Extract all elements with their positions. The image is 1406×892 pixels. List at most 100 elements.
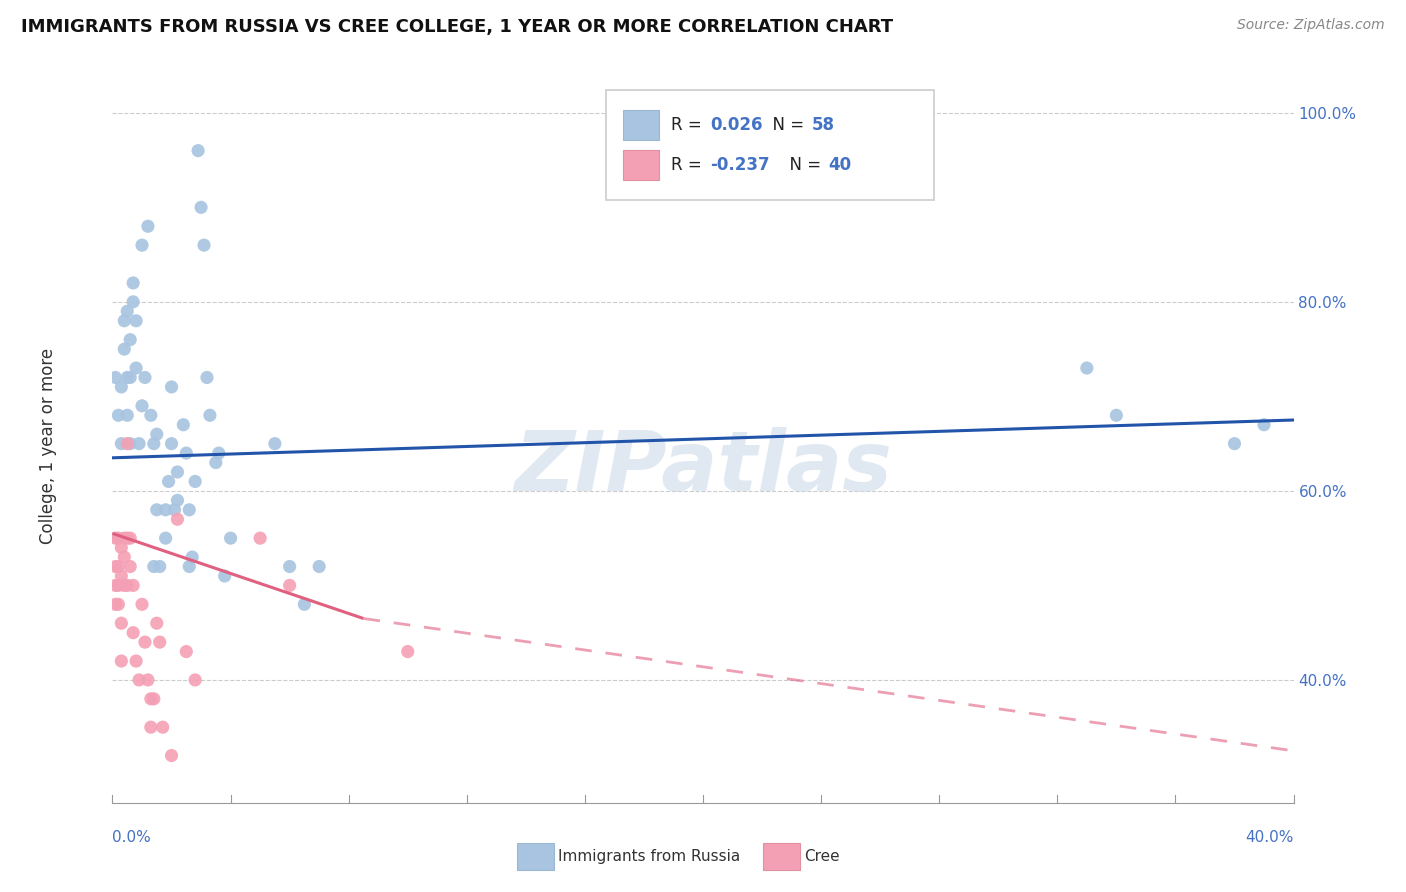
Point: [122, 578, 145, 592]
Point: [184, 475, 207, 489]
Point: [117, 370, 138, 384]
Point: [174, 644, 197, 658]
Text: R =: R =: [671, 156, 707, 174]
Text: N =: N =: [779, 156, 827, 174]
Text: College, 1 year or more: College, 1 year or more: [38, 348, 56, 544]
Point: [1223, 436, 1246, 450]
Point: [166, 512, 188, 526]
Point: [125, 314, 148, 328]
Point: [160, 436, 183, 450]
Point: [142, 691, 165, 706]
Point: [134, 370, 156, 384]
Point: [219, 531, 242, 545]
Point: [214, 569, 236, 583]
Point: [117, 409, 138, 423]
Point: [107, 597, 129, 611]
Point: [208, 446, 231, 460]
Point: [190, 200, 212, 214]
Point: [146, 503, 169, 517]
Point: [187, 144, 209, 158]
Point: [110, 569, 132, 583]
Point: [110, 380, 132, 394]
Point: [1076, 361, 1098, 376]
Text: Cree: Cree: [804, 849, 839, 863]
Text: 40: 40: [828, 156, 851, 174]
Text: IMMIGRANTS FROM RUSSIA VS CREE COLLEGE, 1 YEAR OR MORE CORRELATION CHART: IMMIGRANTS FROM RUSSIA VS CREE COLLEGE, …: [21, 18, 893, 36]
Point: [264, 436, 287, 450]
Point: [110, 436, 132, 450]
Point: [205, 456, 228, 470]
Text: 0.026: 0.026: [710, 116, 762, 134]
Point: [104, 559, 127, 574]
Point: [308, 559, 330, 574]
Point: [104, 531, 127, 545]
Point: [107, 559, 129, 574]
Point: [146, 427, 169, 442]
Text: 0.0%: 0.0%: [112, 830, 152, 845]
Point: [117, 578, 138, 592]
Point: [181, 550, 204, 565]
Point: [155, 503, 177, 517]
Point: [136, 219, 159, 234]
Point: [120, 531, 142, 545]
Text: 58: 58: [811, 116, 834, 134]
Point: [128, 673, 150, 687]
Point: [278, 578, 301, 592]
Point: [117, 436, 138, 450]
Point: [136, 673, 159, 687]
Point: [149, 559, 172, 574]
Point: [104, 578, 127, 592]
Point: [249, 531, 271, 545]
Point: [160, 380, 183, 394]
Point: [107, 409, 129, 423]
Point: [139, 409, 162, 423]
Point: [110, 541, 132, 555]
Point: [112, 550, 135, 565]
Text: -0.237: -0.237: [710, 156, 769, 174]
Point: [396, 644, 419, 658]
Point: [107, 531, 129, 545]
Point: [142, 559, 165, 574]
Point: [179, 559, 201, 574]
Point: [163, 503, 186, 517]
Point: [139, 691, 162, 706]
Point: [110, 654, 132, 668]
Point: [142, 436, 165, 450]
Point: [112, 314, 135, 328]
Point: [112, 342, 135, 356]
Point: [125, 654, 148, 668]
Point: [179, 503, 201, 517]
Point: [122, 276, 145, 290]
Point: [120, 370, 142, 384]
Point: [112, 578, 135, 592]
Text: N =: N =: [762, 116, 810, 134]
Point: [160, 748, 183, 763]
Point: [131, 597, 153, 611]
Point: [292, 597, 315, 611]
Point: [198, 409, 221, 423]
Point: [1105, 409, 1128, 423]
Point: [131, 399, 153, 413]
Point: [1253, 417, 1275, 432]
Point: [131, 238, 153, 252]
Point: [120, 436, 142, 450]
Point: [122, 625, 145, 640]
Point: [134, 635, 156, 649]
Point: [193, 238, 215, 252]
Point: [155, 531, 177, 545]
Point: [120, 559, 142, 574]
Text: Immigrants from Russia: Immigrants from Russia: [558, 849, 741, 863]
Point: [125, 361, 148, 376]
Point: [195, 370, 218, 384]
Point: [117, 304, 138, 318]
Point: [117, 531, 138, 545]
Point: [128, 436, 150, 450]
Text: R =: R =: [671, 116, 707, 134]
Text: Source: ZipAtlas.com: Source: ZipAtlas.com: [1237, 18, 1385, 32]
Point: [157, 475, 180, 489]
Text: 40.0%: 40.0%: [1246, 830, 1294, 845]
Point: [104, 597, 127, 611]
Point: [278, 559, 301, 574]
Point: [112, 531, 135, 545]
Point: [104, 370, 127, 384]
